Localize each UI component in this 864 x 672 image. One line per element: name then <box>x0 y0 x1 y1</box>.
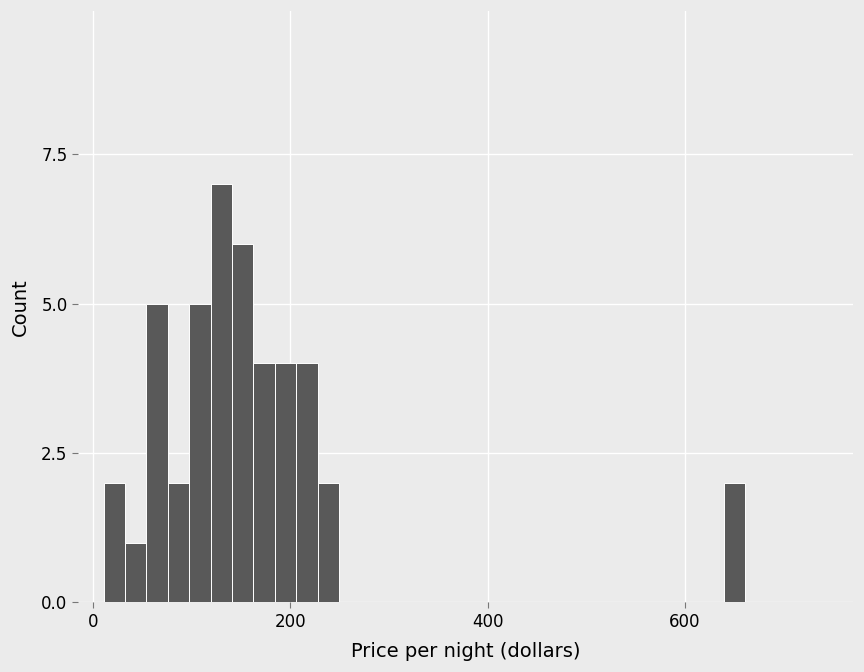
Bar <box>232 244 253 602</box>
Bar <box>147 304 168 602</box>
Bar <box>296 364 318 602</box>
Bar <box>168 483 189 602</box>
Bar <box>189 304 211 602</box>
Y-axis label: Count: Count <box>11 278 30 335</box>
X-axis label: Price per night (dollars): Price per night (dollars) <box>351 642 581 661</box>
Bar <box>125 542 147 602</box>
Bar <box>724 483 746 602</box>
Bar <box>104 483 125 602</box>
Bar <box>253 364 275 602</box>
Bar <box>318 483 339 602</box>
Bar <box>275 364 296 602</box>
Bar <box>211 184 232 602</box>
